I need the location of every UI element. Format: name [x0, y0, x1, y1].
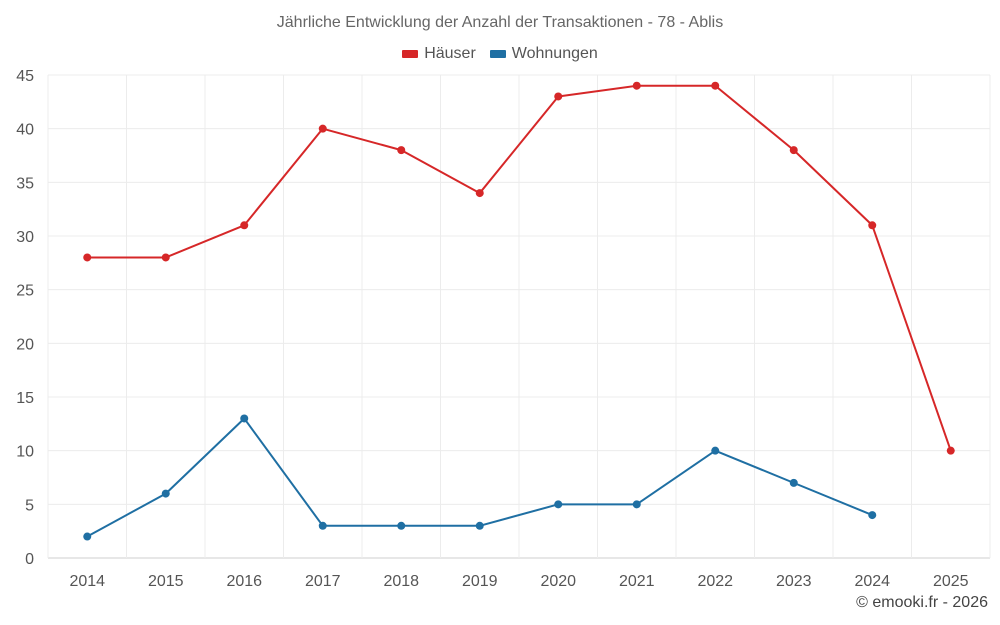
- x-tick-label: 2017: [305, 573, 341, 590]
- y-axis-ticks: 0 5 10 15 20 25 30 35 40 45: [16, 68, 34, 568]
- x-tick-label: 2021: [619, 573, 655, 590]
- data-point-haeuser[interactable]: [475, 189, 484, 198]
- y-tick-label: 0: [25, 551, 34, 568]
- x-tick-label: 2020: [540, 573, 576, 590]
- data-point-haeuser[interactable]: [946, 446, 955, 455]
- data-point-haeuser[interactable]: [868, 221, 877, 230]
- series-wohnungen: [83, 414, 877, 541]
- y-tick-label: 15: [16, 390, 34, 407]
- data-point-wohnungen[interactable]: [83, 532, 92, 541]
- x-tick-label: 2022: [697, 573, 733, 590]
- legend-item-wohnungen[interactable]: Wohnungen: [489, 45, 598, 63]
- data-point-haeuser[interactable]: [711, 81, 720, 90]
- data-point-haeuser[interactable]: [240, 221, 249, 230]
- data-point-wohnungen[interactable]: [868, 511, 877, 520]
- data-point-haeuser[interactable]: [554, 92, 563, 101]
- x-tick-label: 2015: [148, 573, 184, 590]
- data-point-wohnungen[interactable]: [397, 521, 406, 530]
- data-point-wohnungen[interactable]: [475, 521, 484, 530]
- data-point-wohnungen[interactable]: [711, 446, 720, 455]
- data-point-wohnungen[interactable]: [632, 500, 641, 509]
- data-point-wohnungen[interactable]: [240, 414, 249, 423]
- data-point-wohnungen[interactable]: [554, 500, 563, 509]
- y-tick-label: 20: [16, 336, 34, 353]
- legend-swatch-haeuser: [402, 50, 419, 58]
- x-tick-label: 2023: [776, 573, 812, 590]
- data-point-haeuser[interactable]: [397, 146, 406, 155]
- x-tick-label: 2025: [933, 573, 969, 590]
- data-point-wohnungen[interactable]: [789, 478, 798, 487]
- y-tick-label: 25: [16, 283, 34, 300]
- data-point-haeuser[interactable]: [161, 253, 170, 262]
- x-axis-ticks: 2014 2015 2016 2017 2018 2019 2020 2021 2022 2023…: [69, 573, 968, 590]
- x-tick-label: 2014: [69, 573, 105, 590]
- x-tick-label: 2018: [383, 573, 419, 590]
- legend-label-wohnungen: Wohnungen: [511, 45, 598, 62]
- data-point-haeuser[interactable]: [83, 253, 92, 262]
- data-point-haeuser[interactable]: [632, 81, 641, 90]
- data-point-haeuser[interactable]: [318, 124, 327, 133]
- y-tick-label: 10: [16, 444, 34, 461]
- data-point-haeuser[interactable]: [789, 146, 798, 155]
- series-line-haeuser: [87, 84, 952, 451]
- series-layer: [83, 81, 955, 541]
- legend-swatch-wohnungen: [489, 50, 506, 58]
- y-tick-label: 40: [16, 122, 34, 139]
- series-haeuser: [83, 81, 955, 455]
- credit-text: © emooki.fr - 2026: [856, 594, 988, 611]
- legend-item-haeuser[interactable]: Häuser: [402, 45, 476, 63]
- grid: [47, 74, 991, 559]
- y-tick-label: 5: [25, 497, 34, 514]
- y-tick-label: 30: [16, 229, 34, 246]
- x-tick-label: 2016: [226, 573, 262, 590]
- y-tick-label: 45: [16, 68, 34, 85]
- y-tick-label: 35: [16, 175, 34, 192]
- legend: Häuser Wohnungen: [0, 45, 1000, 63]
- x-tick-label: 2024: [854, 573, 890, 590]
- data-point-wohnungen[interactable]: [318, 521, 327, 530]
- legend-label-haeuser: Häuser: [424, 45, 476, 62]
- x-tick-label: 2019: [462, 573, 498, 590]
- data-point-wohnungen[interactable]: [161, 489, 170, 498]
- chart-title: Jährliche Entwicklung der Anzahl der Tra…: [276, 14, 724, 31]
